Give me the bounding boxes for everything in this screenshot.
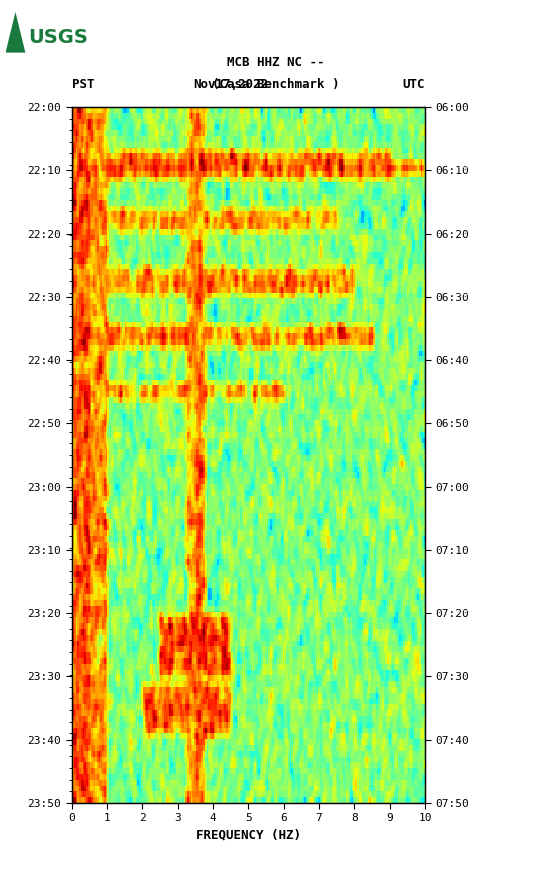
Text: USGS: USGS	[29, 28, 88, 46]
Text: UTC: UTC	[402, 78, 425, 91]
Text: (Casa Benchmark ): (Casa Benchmark )	[213, 78, 339, 91]
Text: MCB HHZ NC --: MCB HHZ NC --	[227, 56, 325, 69]
Polygon shape	[6, 12, 25, 53]
Text: PST: PST	[72, 78, 94, 91]
Text: Nov17,2022: Nov17,2022	[193, 78, 268, 91]
X-axis label: FREQUENCY (HZ): FREQUENCY (HZ)	[196, 829, 301, 842]
